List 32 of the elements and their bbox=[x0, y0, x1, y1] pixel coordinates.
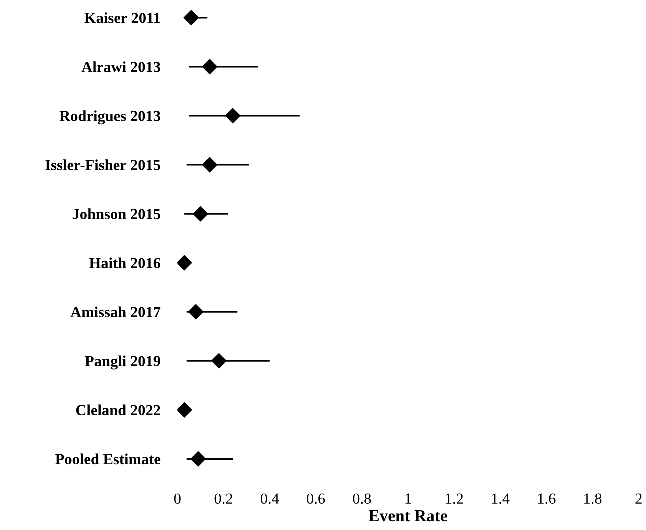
y-tick-label: Alrawi 2013 bbox=[82, 62, 160, 72]
point bbox=[202, 59, 218, 74]
y-tick-label: Amissah 2017 bbox=[70, 306, 161, 318]
x-axis-title: Event Rate bbox=[368, 510, 448, 522]
point bbox=[178, 255, 192, 271]
point bbox=[178, 402, 192, 418]
point bbox=[190, 452, 206, 467]
point bbox=[193, 206, 208, 222]
point bbox=[202, 157, 218, 173]
y-tick-label: Johnson 2015 bbox=[72, 208, 160, 220]
point bbox=[184, 10, 200, 26]
y-tick-label: Rodrigues 2013 bbox=[60, 110, 160, 125]
y-tick-label: Kaiser 2011 bbox=[84, 12, 160, 24]
x-tick-label: 1.6 bbox=[538, 494, 556, 504]
y-tick-label: Haith 2016 bbox=[90, 258, 161, 268]
point bbox=[188, 304, 204, 320]
x-tick-label: 0.8 bbox=[353, 494, 372, 504]
y-tick-label: Pangli 2019 bbox=[85, 356, 160, 370]
x-tick-label: 0.4 bbox=[260, 494, 280, 504]
x-tick-label: 0.2 bbox=[214, 494, 232, 504]
x-tick-label: 0 bbox=[174, 494, 181, 504]
x-tick-label: 0.6 bbox=[307, 494, 326, 504]
y-tick-label: Pooled Estimate bbox=[56, 454, 161, 465]
point bbox=[212, 353, 227, 369]
x-tick-label: 1.8 bbox=[584, 494, 602, 504]
x-tick-label: 2 bbox=[636, 494, 642, 504]
x-tick-label: 1.4 bbox=[492, 494, 510, 504]
x-tick-label: 1.2 bbox=[446, 494, 464, 504]
y-tick-label: Issler-Fisher 2015 bbox=[46, 160, 160, 170]
point bbox=[225, 108, 241, 124]
x-tick-label: 1 bbox=[406, 494, 412, 504]
y-tick-label: Cleland 2022 bbox=[76, 404, 160, 416]
